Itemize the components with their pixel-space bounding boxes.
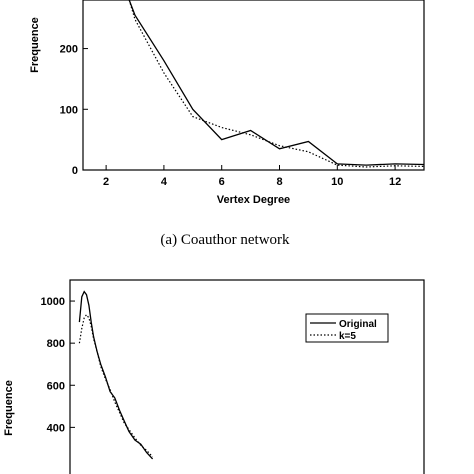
legend-box <box>305 313 389 343</box>
x-tick-label: 2 <box>103 176 109 188</box>
legend-entry: Original <box>339 319 377 330</box>
y-tick-label: 600 <box>47 380 65 392</box>
y-axis-label: Frequence <box>3 380 15 436</box>
chart-coauthor: 2 4 6 8 10 12 0 100 200 Vertex Degree Frequence <box>29 0 425 206</box>
y-tick-label: 0 <box>72 165 78 177</box>
series-line-k5 <box>128 0 424 168</box>
plot-area <box>128 0 424 168</box>
y-tick-label: 800 <box>47 338 65 350</box>
y-tick-label: 1000 <box>41 296 65 308</box>
y-tick-label: 100 <box>60 104 78 116</box>
chart-caption: (a) Coauthor network <box>160 232 290 248</box>
plot-frame <box>82 0 425 171</box>
x-tick-label: 8 <box>276 176 282 188</box>
y-tick-label: 200 <box>60 44 78 56</box>
y-tick-label: 400 <box>47 422 65 434</box>
y-axis-label: Frequence <box>29 17 41 73</box>
x-axis-label: Vertex Degree <box>217 194 290 206</box>
plot-area <box>78 290 154 460</box>
x-tick-label: 12 <box>389 176 401 188</box>
plot-frame <box>69 279 425 474</box>
series-line-k5 <box>78 313 154 458</box>
series-line-original <box>128 0 424 166</box>
x-tick-label: 4 <box>161 176 168 188</box>
x-tick-label: 6 <box>219 176 225 188</box>
x-tick-label: 10 <box>331 176 343 188</box>
series-line-original <box>78 290 154 460</box>
legend-entry: k=5 <box>339 331 356 342</box>
